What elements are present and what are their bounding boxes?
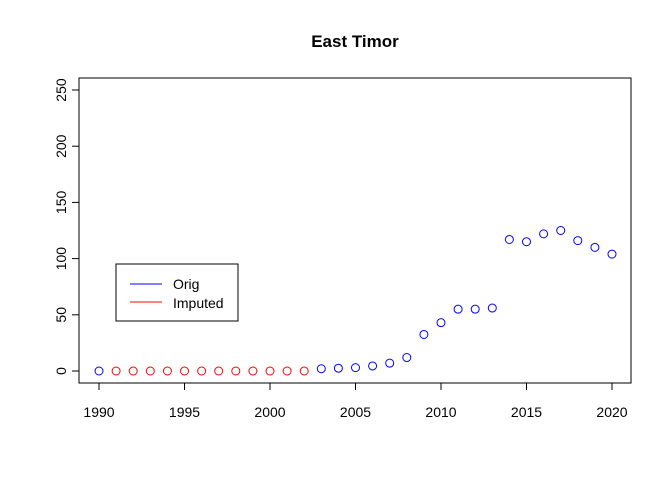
point-orig — [402, 353, 412, 363]
x-tick-label: 2005 — [340, 404, 371, 420]
x-tick-label: 2000 — [254, 404, 285, 420]
point-imputed — [231, 366, 241, 376]
legend: Orig Imputed — [115, 263, 239, 322]
chart-title: East Timor — [311, 32, 399, 51]
y-tick-label: 200 — [53, 134, 69, 158]
x-tick-label: 2010 — [425, 404, 456, 420]
point-imputed — [128, 366, 138, 376]
point-orig — [539, 229, 549, 239]
y-axis: 0 50 100 150 200 250 — [53, 78, 80, 375]
point-orig — [333, 363, 343, 373]
point-imputed — [299, 366, 309, 376]
point-orig — [368, 361, 378, 371]
point-orig — [316, 364, 326, 374]
point-imputed — [214, 366, 224, 376]
point-orig — [470, 304, 480, 314]
legend-label-imputed: Imputed — [173, 295, 224, 311]
x-tick-label: 1990 — [83, 404, 114, 420]
point-imputed — [265, 366, 275, 376]
point-orig — [385, 358, 395, 368]
point-imputed — [180, 366, 189, 376]
y-tick-label: 100 — [53, 247, 69, 271]
point-orig — [504, 234, 514, 244]
x-tick-label: 2020 — [596, 404, 627, 420]
y-tick-label: 150 — [53, 191, 69, 215]
point-orig — [487, 303, 497, 313]
x-axis: 1990 1995 2000 2005 2010 2015 2020 — [83, 382, 628, 420]
point-imputed — [248, 366, 258, 376]
point-imputed — [282, 366, 292, 376]
point-orig — [453, 304, 463, 314]
point-imputed — [145, 366, 155, 376]
point-orig — [94, 366, 104, 376]
y-tick-label: 0 — [53, 367, 69, 375]
point-orig — [556, 226, 566, 235]
point-orig — [590, 242, 600, 252]
point-orig — [607, 249, 617, 259]
point-orig — [436, 318, 446, 328]
y-tick-label: 50 — [53, 307, 69, 323]
y-tick-label: 250 — [53, 78, 69, 102]
data-points — [94, 226, 617, 376]
plot-frame — [78, 77, 632, 384]
point-imputed — [162, 366, 172, 376]
point-orig — [419, 329, 429, 339]
point-orig — [351, 363, 360, 373]
point-orig — [522, 237, 531, 247]
point-imputed — [111, 366, 121, 376]
x-tick-label: 2015 — [511, 404, 542, 420]
point-imputed — [197, 366, 207, 376]
legend-label-orig: Orig — [173, 276, 199, 292]
legend-box — [115, 263, 239, 322]
x-tick-label: 1995 — [169, 404, 200, 420]
point-orig — [573, 236, 583, 246]
